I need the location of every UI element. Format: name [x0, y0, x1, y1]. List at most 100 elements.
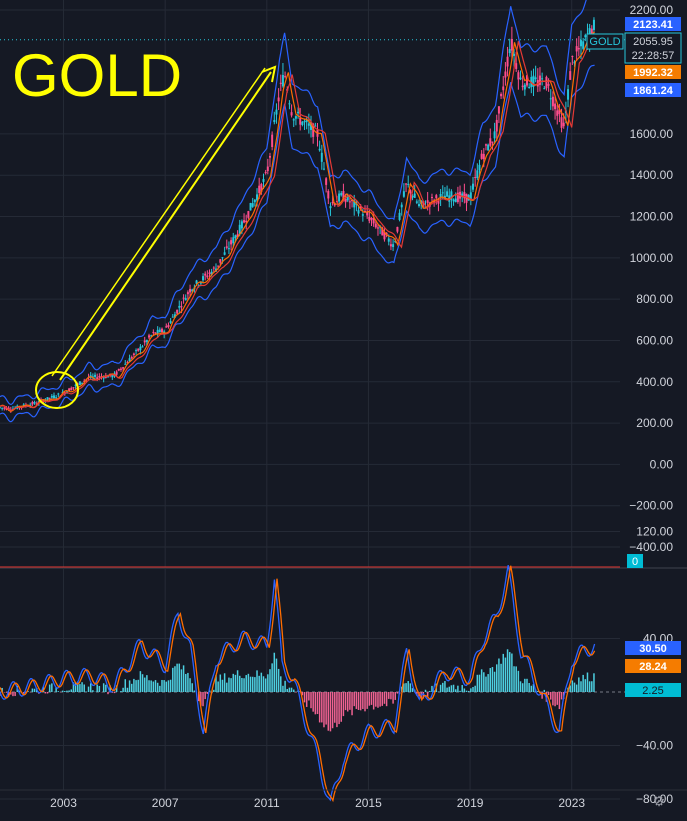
- candle-body: [549, 98, 552, 100]
- price-badges: 2123.41 GOLD 2055.95 22:28:57 1992.32 18…: [586, 17, 682, 697]
- candle-body: [148, 335, 151, 338]
- time-tick-label: 2011: [254, 796, 280, 810]
- candle-body: [165, 326, 168, 328]
- candle-body: [543, 88, 546, 90]
- upper-band-line: [0, 0, 587, 405]
- candle-body: [461, 193, 464, 197]
- candle-body: [478, 164, 481, 171]
- price-tick-label: 200.00: [636, 416, 673, 430]
- candle-body: [176, 309, 179, 314]
- candle-body: [245, 220, 248, 223]
- candle-body: [368, 216, 371, 221]
- candle-body: [124, 363, 127, 365]
- candle-body: [68, 388, 71, 392]
- candle-body: [173, 314, 176, 318]
- candle-body: [413, 193, 416, 198]
- candle-body: [446, 191, 449, 197]
- candle-body: [476, 170, 479, 179]
- candle-body: [307, 123, 310, 126]
- candle-body: [277, 97, 280, 102]
- candle-body: [78, 381, 81, 386]
- high-badge: [625, 17, 681, 31]
- osc-line-blue: [0, 564, 596, 802]
- candle-body: [545, 76, 548, 89]
- volume-badge: [627, 554, 643, 568]
- candle-body: [152, 331, 155, 333]
- price-tick-label: 600.00: [636, 333, 673, 347]
- candle-body: [227, 248, 230, 250]
- price-pane[interactable]: [0, 0, 625, 423]
- candle-body: [253, 199, 256, 203]
- candle-body: [372, 218, 375, 224]
- candle-body: [482, 153, 485, 160]
- candle-body: [374, 223, 377, 228]
- candle-body: [143, 340, 146, 343]
- candle-body: [171, 316, 174, 318]
- candle-body: [221, 257, 224, 259]
- time-axis[interactable]: 2003 2007 2011 2015 2019 2023: [0, 789, 687, 810]
- chart-title: GOLD: [12, 42, 182, 109]
- candle-body: [437, 200, 440, 204]
- candle-body: [465, 193, 468, 203]
- upper-band-badge: [625, 65, 681, 79]
- candle-body: [70, 387, 73, 391]
- osc-badge-c: [625, 683, 681, 697]
- price-tick-label: −200.00: [629, 499, 673, 513]
- oscillator-pane[interactable]: [0, 564, 625, 803]
- candle-body: [33, 402, 36, 404]
- candle-body: [519, 77, 522, 80]
- candle-body: [275, 109, 278, 115]
- candle-body: [452, 199, 455, 202]
- candle-body: [184, 298, 187, 301]
- candle-body: [381, 227, 384, 236]
- candle-body: [415, 201, 418, 203]
- candle-body: [500, 93, 503, 97]
- candle-body: [251, 203, 254, 207]
- candle-body: [230, 240, 233, 245]
- candle-body: [474, 177, 477, 179]
- candle-body: [0, 407, 1, 409]
- candle-body: [154, 332, 157, 334]
- candle-body: [508, 49, 511, 54]
- candle-body: [247, 211, 250, 218]
- candle-body: [44, 400, 47, 402]
- candle-body: [551, 96, 554, 107]
- candle-body: [160, 328, 163, 333]
- gear-icon[interactable]: ⚙: [652, 793, 666, 809]
- candle-body: [240, 221, 243, 229]
- candle-body: [573, 61, 576, 64]
- candle-body: [515, 63, 518, 69]
- candle-body: [426, 200, 429, 203]
- candle-body: [260, 184, 263, 192]
- candle-body: [562, 122, 565, 127]
- candle-body: [191, 289, 194, 292]
- candle-body: [281, 75, 284, 87]
- candle-body: [361, 214, 364, 216]
- annotation-arrow-head: [261, 65, 277, 83]
- candle-body: [402, 191, 405, 197]
- candle-body: [325, 178, 328, 185]
- candle-body: [130, 356, 133, 359]
- candle-body: [590, 28, 593, 37]
- price-axis[interactable]: 2200.00 1600.00 1400.00 1200.00 1000.00 800.0…: [629, 3, 673, 554]
- candle-body: [48, 397, 51, 399]
- candle-body: [538, 75, 541, 85]
- candle-body: [575, 46, 578, 52]
- price-badge-label: 2055.95: [633, 36, 673, 48]
- candle-body: [430, 196, 433, 198]
- candle-body: [370, 217, 373, 220]
- candle-body: [513, 53, 516, 56]
- candle-body: [454, 198, 457, 203]
- candle-body: [202, 276, 205, 281]
- candle-body: [137, 348, 140, 351]
- candle-body: [582, 41, 585, 49]
- candle-body: [392, 244, 395, 248]
- candle-body: [338, 193, 341, 202]
- candle-body: [398, 212, 401, 220]
- candle-body: [219, 259, 222, 263]
- candle-body: [487, 144, 490, 151]
- time-tick-label: 2015: [355, 796, 382, 810]
- candle-body: [31, 402, 34, 405]
